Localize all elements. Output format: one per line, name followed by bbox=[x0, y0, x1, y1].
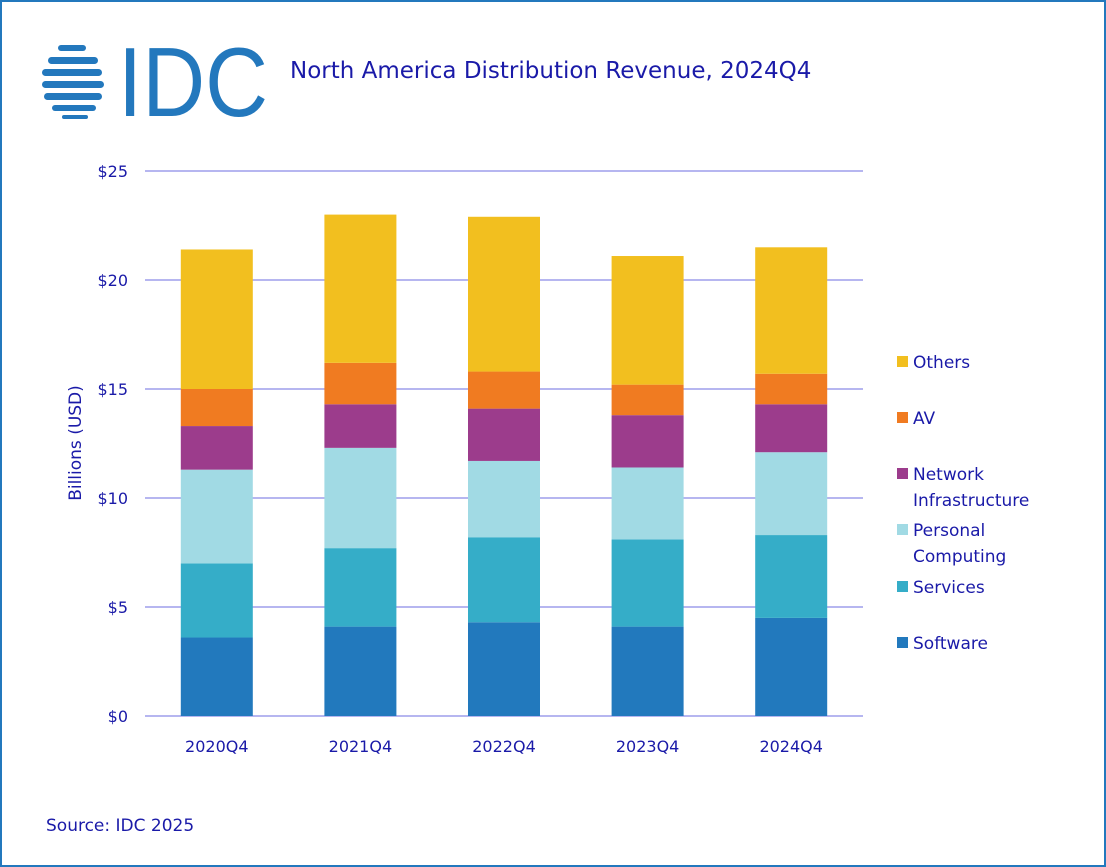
legend-swatch bbox=[897, 581, 908, 592]
bar-segment-services bbox=[180, 563, 253, 638]
bar-segment-av bbox=[611, 384, 684, 416]
bar-segment-software bbox=[324, 626, 397, 716]
y-tick-label: $25 bbox=[97, 162, 128, 181]
bar-segment-personal-computing bbox=[180, 469, 253, 564]
bar-segment-av bbox=[324, 362, 397, 405]
legend-swatch bbox=[897, 412, 908, 423]
legend-swatch bbox=[897, 356, 908, 367]
bar-segment-network-infrastructure bbox=[755, 404, 828, 453]
y-tick-label: $15 bbox=[97, 380, 128, 399]
y-tick-label: $0 bbox=[108, 707, 128, 726]
legend-label: Personal bbox=[913, 521, 985, 541]
chart-title: North America Distribution Revenue, 2024… bbox=[290, 58, 812, 84]
bar-segment-av bbox=[468, 371, 540, 409]
legend-swatch bbox=[897, 468, 908, 479]
idc-globe-icon bbox=[42, 45, 104, 119]
x-tick-label: 2024Q4 bbox=[759, 737, 823, 756]
legend-swatch bbox=[897, 524, 908, 535]
bar-segment-others bbox=[180, 249, 253, 389]
bar-segment-software bbox=[468, 622, 540, 716]
legend-label: Infrastructure bbox=[913, 491, 1029, 511]
bar-segment-others bbox=[755, 247, 828, 374]
legend-label: Others bbox=[913, 353, 970, 373]
bar-segment-software bbox=[180, 637, 253, 716]
bar-segment-software bbox=[755, 617, 828, 716]
bar-segment-services bbox=[755, 535, 828, 618]
x-tick-label: 2021Q4 bbox=[329, 737, 393, 756]
legend-label: Network bbox=[913, 465, 984, 485]
bar-segment-services bbox=[611, 539, 684, 627]
y-tick-label: $10 bbox=[97, 489, 128, 508]
x-tick-label: 2020Q4 bbox=[185, 737, 249, 756]
bar-segment-others bbox=[468, 216, 540, 372]
bar-segment-network-infrastructure bbox=[468, 408, 540, 461]
legend-label: Services bbox=[913, 578, 985, 598]
bar-segment-personal-computing bbox=[755, 452, 828, 536]
bar-segment-services bbox=[324, 548, 397, 627]
bar-segment-network-infrastructure bbox=[611, 415, 684, 468]
legend-label: AV bbox=[913, 409, 936, 429]
bar-segment-av bbox=[755, 373, 828, 405]
bar-segment-services bbox=[468, 537, 540, 623]
source-note: Source: IDC 2025 bbox=[46, 816, 195, 836]
x-tick-label: 2022Q4 bbox=[472, 737, 536, 756]
x-tick-label: 2023Q4 bbox=[616, 737, 680, 756]
legend-swatch bbox=[897, 637, 908, 648]
y-tick-label: $20 bbox=[97, 271, 128, 290]
legend-label: Computing bbox=[913, 547, 1006, 567]
bar-segment-av bbox=[180, 389, 253, 427]
bar-segment-personal-computing bbox=[611, 467, 684, 540]
y-tick-label: $5 bbox=[108, 598, 128, 617]
bar-segment-others bbox=[611, 256, 684, 385]
legend-label: Software bbox=[913, 634, 988, 654]
bar-segment-others bbox=[324, 214, 397, 363]
y-axis-label: Billions (USD) bbox=[66, 385, 86, 501]
bar-segment-software bbox=[611, 626, 684, 716]
bar-segment-network-infrastructure bbox=[180, 426, 253, 470]
bar-segment-personal-computing bbox=[468, 460, 540, 538]
bar-segment-network-infrastructure bbox=[324, 404, 397, 448]
idc-logo-text: IDC bbox=[118, 42, 268, 120]
bar-segment-personal-computing bbox=[324, 447, 397, 549]
idc-logo: IDC bbox=[42, 42, 268, 120]
